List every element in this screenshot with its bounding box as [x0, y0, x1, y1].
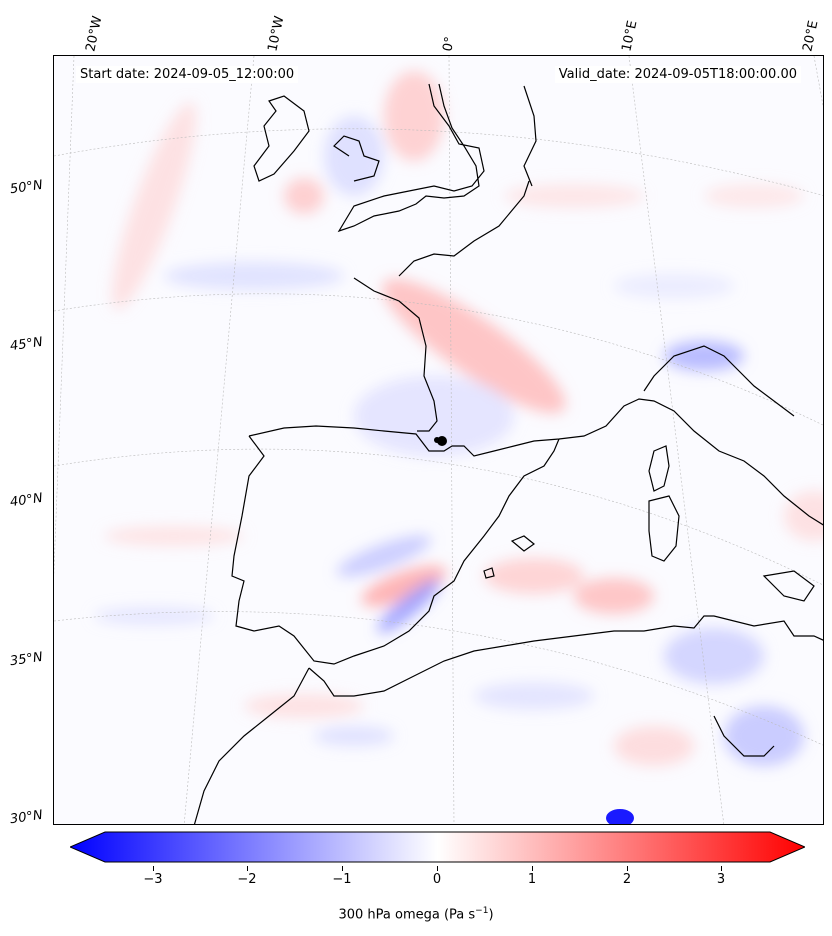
colorbar-label-end: )	[488, 907, 494, 923]
cbar-tick-label: 2	[622, 872, 632, 887]
cbar-tick-mark	[532, 866, 533, 871]
cbar-tick-label: 3	[716, 872, 726, 887]
lon-label-10w: 10°W	[265, 14, 288, 53]
cbar-tick-label: 1	[527, 872, 537, 887]
lon-label-20e: 20°E	[800, 19, 822, 54]
colorbar-label-text: 300 hPa omega (Pa s	[338, 907, 476, 923]
start-date-text: Start date: 2024-09-05_12:00:00	[76, 66, 299, 83]
cbar-tick-mark	[627, 866, 628, 871]
omega-field	[94, 71, 823, 766]
cbar-tick-mark	[153, 866, 154, 871]
lat-label-45n: 45°N	[9, 334, 44, 355]
valid-date-text: Valid_date: 2024-09-05T18:00:00.00	[554, 66, 801, 83]
lat-label-50n: 50°N	[9, 177, 44, 198]
cbar-tick-mark	[721, 866, 722, 871]
cbar-tick-mark	[437, 866, 438, 871]
colorbar-label: 300 hPa omega (Pa s−1)	[0, 906, 832, 922]
map-panel: Start date: 2024-09-05_12:00:00 Valid_da…	[53, 55, 824, 825]
lon-label-10e: 10°E	[619, 19, 641, 54]
location-marker-dot	[434, 437, 440, 443]
colorbar-label-sup: −1	[475, 906, 489, 916]
lat-label-30n: 30°N	[9, 807, 44, 828]
strong-uplift-patch	[606, 809, 634, 824]
cbar-tick-label: −3	[143, 872, 163, 887]
cbar-tick-mark	[247, 866, 248, 871]
cbar-tick-label: −2	[237, 872, 257, 887]
cbar-tick-label: −1	[332, 872, 352, 887]
lon-label-0: 0°	[440, 35, 459, 53]
lat-label-40n: 40°N	[9, 490, 44, 511]
lat-label-35n: 35°N	[9, 649, 44, 670]
coastlines	[193, 83, 823, 824]
lon-label-20w: 20°W	[83, 14, 106, 53]
gridlines	[54, 56, 823, 824]
cbar-tick-label: 0	[432, 872, 442, 887]
colorbar	[70, 831, 805, 863]
map-canvas	[54, 56, 823, 824]
cbar-tick-mark	[342, 866, 343, 871]
